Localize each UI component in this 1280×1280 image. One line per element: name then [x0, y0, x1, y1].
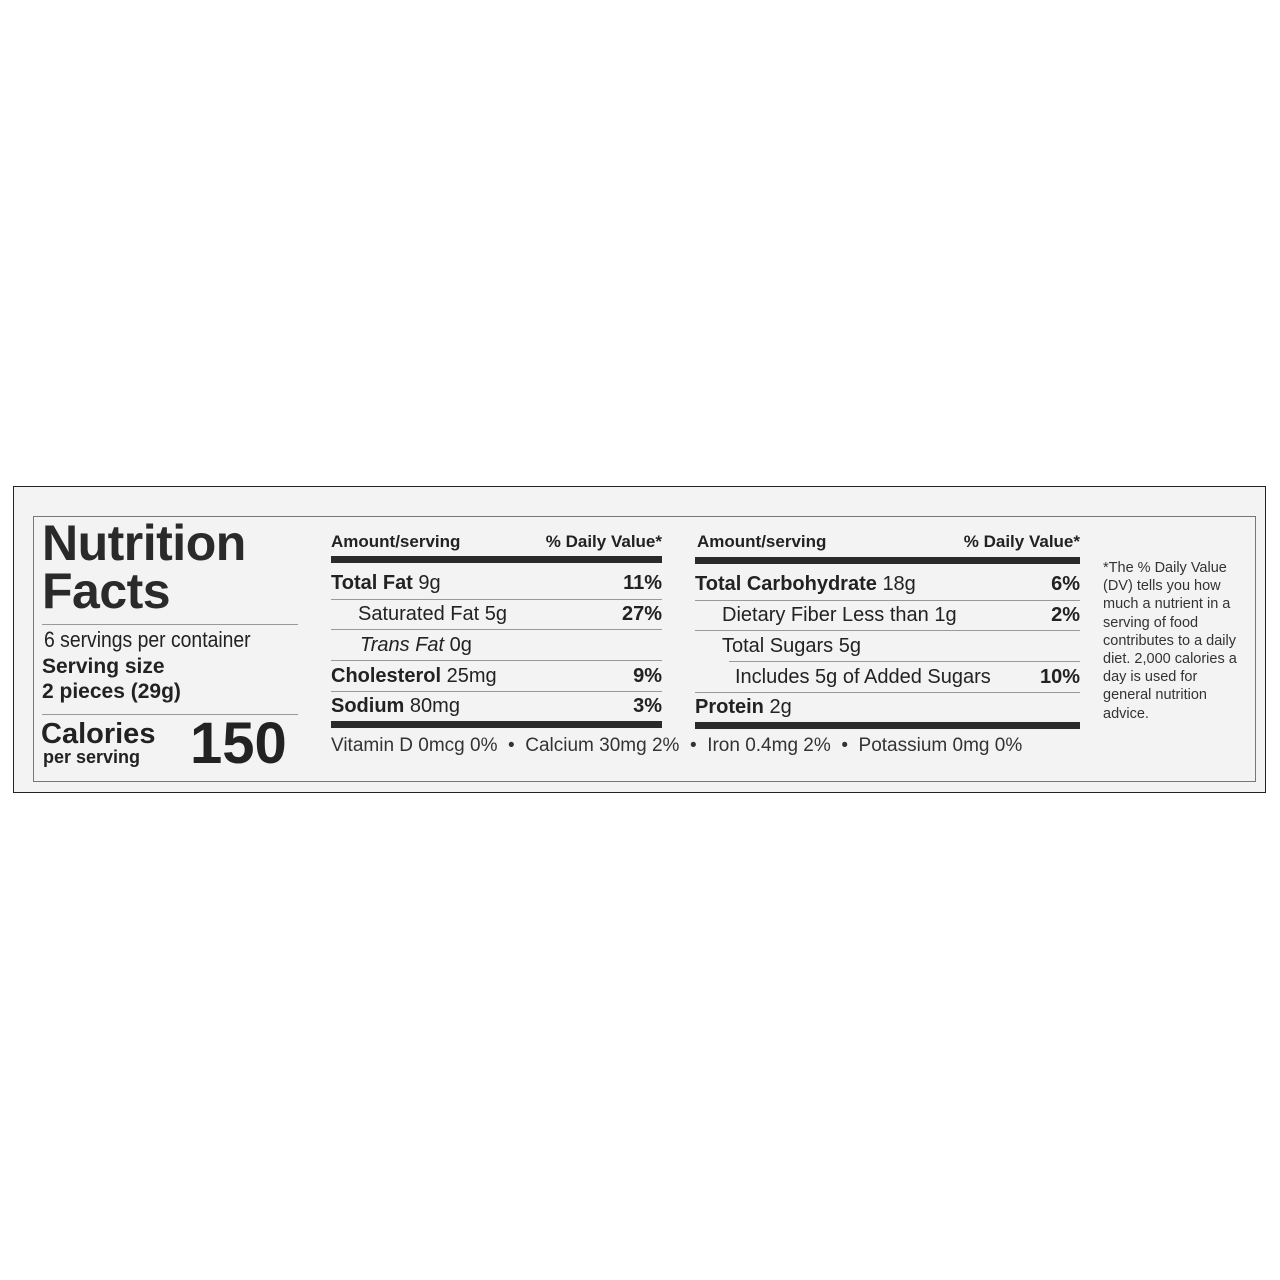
footnote: *The % Daily Value (DV) tells you how mu… [1103, 560, 1237, 722]
divider [695, 692, 1080, 693]
nutrient-name: Trans Fat [360, 633, 445, 656]
dv-header: % Daily Value* [963, 532, 1080, 551]
nutrient-dv: 2% [1051, 603, 1080, 626]
nutrient-amount: 80mg [409, 694, 460, 717]
nutrient-name: Includes 5g of Added Sugars [735, 665, 991, 688]
title-line2: Facts [42, 563, 171, 619]
nutrient-dv: 10% [1039, 665, 1080, 688]
calories-value: 150 [190, 711, 287, 776]
serving-size-value: 2 pieces (29g) [42, 680, 181, 703]
nutrient-name: Sodium [331, 694, 405, 717]
nutrient-amount: 5g [838, 634, 861, 657]
divider [695, 630, 1080, 631]
divider [331, 660, 662, 661]
nutrient-amount: 25mg [446, 664, 497, 687]
nutrient-name: Protein [695, 695, 764, 718]
nutrient-name: Saturated Fat [358, 602, 480, 625]
nutrient-amount: 0g [449, 633, 472, 656]
row-sodium: Sodium 80mg 3% [331, 691, 662, 721]
divider [695, 600, 1080, 601]
row-total-carbohydrate: Total Carbohydrate 18g 6% [695, 569, 1080, 599]
nutrient-amount: 2g [769, 695, 792, 718]
row-trans-fat: Trans Fat 0g [360, 630, 662, 660]
nutrient-amount: 9g [418, 571, 441, 594]
row-dietary-fiber: Dietary Fiber Less than 1g 2% [722, 600, 1080, 630]
row-protein: Protein 2g [695, 692, 1080, 722]
nutrient-name: Dietary Fiber [722, 603, 837, 626]
title-line1: Nutrition [42, 515, 246, 571]
nutrient-name: Total Sugars [722, 634, 834, 657]
divider [42, 714, 298, 715]
thick-bar [331, 721, 662, 728]
divider [331, 691, 662, 692]
servings-per-container: 6 servings per container [44, 627, 251, 652]
nutrient-name: Cholesterol [331, 664, 442, 687]
nutrient-amount: Less than 1g [842, 603, 957, 626]
nutrient-dv: 6% [1051, 572, 1080, 595]
divider [42, 624, 298, 625]
calories-label: Calories [41, 718, 156, 750]
nutrition-facts-box [33, 516, 1256, 782]
nutrient-name: Total Carbohydrate [695, 572, 877, 595]
nutrient-amount: 18g [882, 572, 916, 595]
label-panel [13, 486, 1266, 793]
thick-bar [695, 557, 1080, 564]
nutrient-name: Total Fat [331, 571, 413, 594]
divider [331, 599, 662, 600]
thick-bar [695, 722, 1080, 729]
divider [331, 629, 662, 630]
nutrient-dv: 3% [633, 694, 662, 717]
amount-header: Amount/serving [331, 532, 461, 551]
nutrient-dv: 11% [623, 571, 662, 594]
row-cholesterol: Cholesterol 25mg 9% [331, 661, 662, 691]
nutrient-amount: 5g [484, 602, 507, 625]
thick-bar [331, 556, 662, 563]
nutrient-dv: 9% [633, 664, 662, 687]
amount-header: Amount/serving [697, 532, 827, 551]
row-total-sugars: Total Sugars 5g [722, 631, 1080, 661]
serving-size-label: Serving size [42, 655, 165, 678]
calories-sub: per serving [43, 747, 141, 767]
row-added-sugars: Includes 5g of Added Sugars 10% [735, 662, 1080, 692]
dv-header: % Daily Value* [545, 532, 662, 551]
row-saturated-fat: Saturated Fat 5g 27% [358, 599, 662, 629]
row-total-fat: Total Fat 9g 11% [331, 568, 662, 598]
divider [729, 661, 1080, 662]
nutrient-dv: 27% [621, 602, 662, 625]
vitamins-minerals: Vitamin D 0mcg 0% • Calcium 30mg 2% • Ir… [331, 735, 1023, 756]
